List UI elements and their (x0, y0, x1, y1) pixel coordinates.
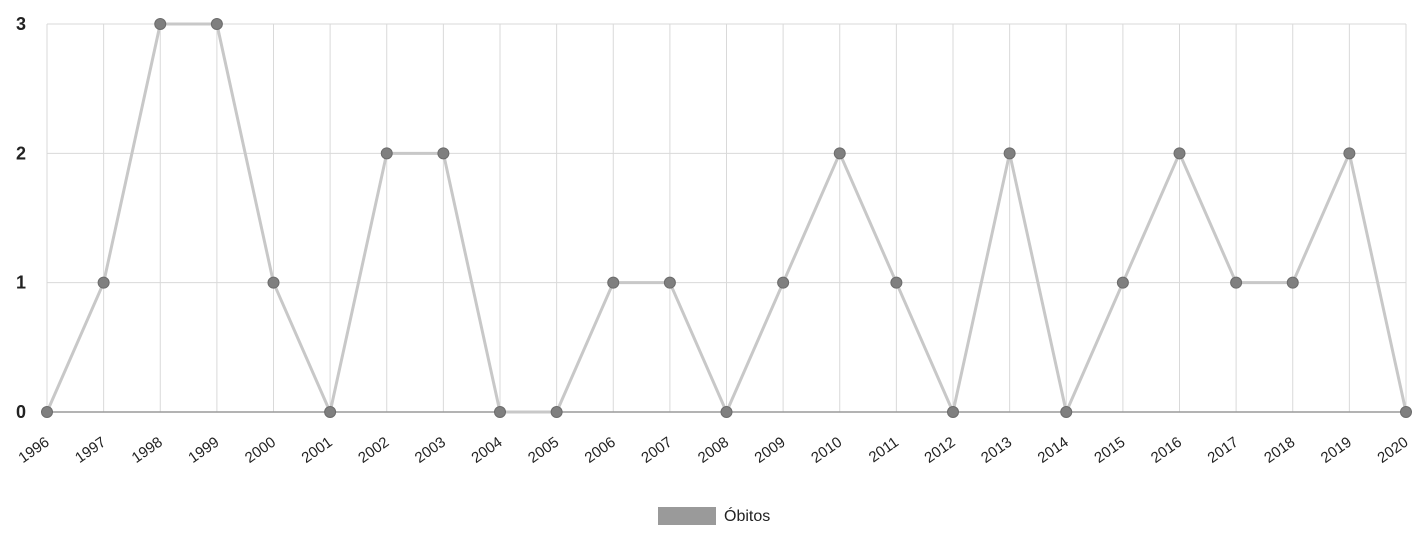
x-tick-label: 2015 (1091, 434, 1128, 467)
y-tick-label: 0 (16, 402, 26, 422)
y-tick-label: 3 (16, 14, 26, 34)
data-point-2019 (1343, 147, 1356, 160)
x-tick-label: 2012 (921, 434, 958, 467)
x-tick-label: 2019 (1318, 434, 1355, 467)
data-point-2007 (663, 276, 676, 289)
x-tick-label: 2001 (299, 434, 336, 467)
data-points (41, 18, 1412, 418)
x-tick-label: 2008 (695, 434, 732, 467)
data-point-2011 (890, 276, 903, 289)
data-point-2006 (607, 276, 620, 289)
x-tick-label: 2017 (1205, 434, 1242, 467)
data-point-2013 (1003, 147, 1016, 160)
data-point-2018 (1286, 276, 1299, 289)
data-point-2003 (437, 147, 450, 160)
x-tick-label: 2005 (525, 434, 562, 467)
x-tick-label: 1997 (72, 434, 109, 467)
data-point-2015 (1116, 276, 1129, 289)
x-tick-label: 2004 (468, 434, 505, 467)
data-point-2005 (550, 406, 563, 418)
x-tick-label: 2000 (242, 434, 279, 467)
data-point-2001 (324, 406, 337, 418)
x-tick-label: 2016 (1148, 434, 1185, 467)
data-point-2020 (1400, 406, 1412, 418)
data-point-2016 (1173, 147, 1186, 160)
y-axis-ticks: 0 1 2 3 (16, 14, 26, 422)
data-point-2000 (267, 276, 280, 289)
x-tick-label: 2014 (1035, 434, 1072, 467)
x-tick-label: 2010 (808, 434, 845, 467)
x-tick-label: 2011 (866, 434, 902, 466)
data-point-2004 (494, 406, 506, 418)
legend: Óbitos (658, 506, 770, 525)
vertical-gridlines (46, 24, 1407, 412)
x-tick-label: 1996 (15, 434, 52, 467)
x-tick-label: 2007 (638, 434, 675, 467)
data-point-1998 (154, 18, 167, 30)
data-point-1997 (97, 276, 110, 289)
x-tick-label: 1998 (129, 434, 166, 467)
x-tick-label: 2009 (752, 434, 789, 467)
data-point-1996 (41, 406, 53, 418)
x-tick-label: 2013 (978, 434, 1015, 467)
x-tick-label: 2006 (582, 434, 619, 467)
data-point-2009 (777, 276, 790, 289)
x-tick-label: 2003 (412, 434, 449, 467)
y-tick-label: 1 (16, 273, 26, 293)
x-tick-label: 1999 (185, 434, 222, 467)
x-tick-label: 2002 (355, 434, 392, 467)
data-point-2002 (380, 147, 393, 160)
x-axis-ticks: 1996 1997 1998 1999 2000 2001 2002 2003 2004 2005… (15, 434, 1411, 467)
data-point-2017 (1230, 276, 1243, 289)
legend-swatch (658, 507, 716, 525)
data-point-2010 (833, 147, 846, 160)
data-point-2014 (1060, 406, 1073, 418)
x-tick-label: 2020 (1374, 434, 1411, 467)
x-tick-label: 2018 (1261, 434, 1298, 467)
data-point-2008 (720, 406, 733, 418)
data-point-1999 (210, 18, 223, 30)
data-point-2012 (947, 406, 959, 418)
y-tick-label: 2 (16, 143, 26, 163)
legend-label: Óbitos (724, 506, 770, 525)
